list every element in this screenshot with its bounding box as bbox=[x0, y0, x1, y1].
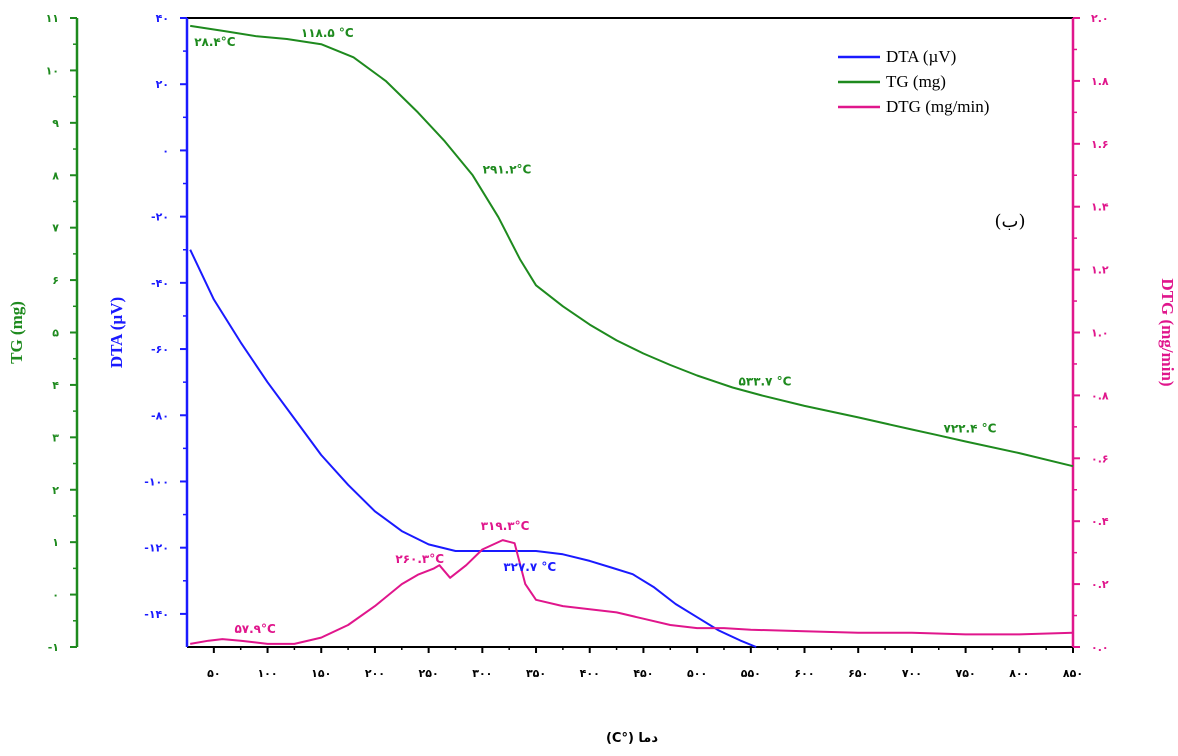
dtg-tick-label: ۰.۲ bbox=[1091, 578, 1109, 591]
x-tick-label: ۴۵۰ bbox=[633, 667, 653, 680]
x-tick-label: ۷۰۰ bbox=[902, 667, 922, 680]
dtg-tick-label: ۱.۲ bbox=[1091, 264, 1109, 277]
dta-tick-label: -۲۰ bbox=[151, 211, 169, 224]
data-annotation: ۷۲۲.۴ °C bbox=[944, 422, 997, 436]
panel-label: (ب) bbox=[994, 211, 1025, 232]
tg-tick-label: ۱ bbox=[52, 536, 59, 549]
dtg-tick-label: ۱.۰ bbox=[1091, 327, 1109, 340]
tg-tick-label: ۵ bbox=[52, 327, 59, 340]
legend: DTA (µV) TG (mg) DTG (mg/min) bbox=[838, 47, 989, 116]
x-tick-label: ۱۰۰ bbox=[257, 667, 277, 680]
dtg-tick-label: ۲.۰ bbox=[1091, 12, 1109, 25]
legend-entry-label: DTA (µV) bbox=[886, 47, 956, 66]
tg-tick-label: ۹ bbox=[52, 117, 59, 130]
dta-tick-label: -۱۲۰ bbox=[144, 542, 169, 555]
data-annotation: ۵۷.۹°C bbox=[234, 622, 276, 636]
dtg-tick-label: ۱.۴ bbox=[1091, 201, 1109, 214]
data-annotation: ۳۲۷.۷ °C bbox=[503, 560, 556, 574]
data-annotation: ۲۶۰.۳°C bbox=[395, 552, 444, 566]
dtg-tick-label: ۰.۴ bbox=[1091, 515, 1109, 528]
tg-tick-label: ۰ bbox=[52, 589, 59, 602]
y-axis-title-tg: TG (mg) bbox=[7, 301, 26, 364]
tg-tick-label: ۱۱ bbox=[46, 12, 59, 25]
dta-tick-label: -۴۰ bbox=[151, 277, 169, 290]
dtg-tick-label: ۱.۶ bbox=[1091, 138, 1109, 151]
x-tick-label: ۷۵۰ bbox=[956, 667, 976, 680]
tg-tick-label: ۲ bbox=[52, 484, 59, 497]
tg-tick-label: ۷ bbox=[52, 222, 59, 235]
dtg-tick-label: ۰.۰ bbox=[1091, 641, 1109, 654]
x-tick-label: ۶۵۰ bbox=[848, 667, 868, 680]
dta-tick-label: -۱۴۰ bbox=[144, 608, 169, 621]
dta-tick-label: -۱۰۰ bbox=[144, 475, 169, 488]
dta-tick-label: ۰ bbox=[162, 144, 169, 157]
dtg-tick-label: ۱.۸ bbox=[1091, 75, 1109, 88]
data-annotation: ۲۸.۴°C bbox=[194, 35, 236, 49]
annotation-layer: ۲۸.۴°C ۱۱۸.۵ °C ۲۹۱.۲°C ۵۳۳.۷ °C ۷۲۲.۴ °C ۳۲۷… bbox=[194, 26, 996, 636]
x-tick-label: ۵۵۰ bbox=[741, 667, 761, 680]
x-axis-title: دما (°C) bbox=[606, 731, 658, 746]
dta-tick-label: -۶۰ bbox=[151, 343, 169, 356]
dta-tick-label: ۴۰ bbox=[156, 12, 169, 25]
data-annotation: ۱۱۸.۵ °C bbox=[301, 26, 354, 40]
x-tick-label: ۳۵۰ bbox=[526, 667, 546, 680]
tg-series-line bbox=[190, 24, 1074, 468]
legend-entry-label: DTG (mg/min) bbox=[886, 97, 989, 116]
dta-tick-label: -۸۰ bbox=[151, 409, 169, 422]
x-tick-label: ۳۰۰ bbox=[472, 667, 492, 680]
dtg-tick-label: ۰.۸ bbox=[1091, 389, 1109, 402]
x-tick-label: ۵۰ bbox=[207, 667, 220, 680]
tg-tick-label: ۴ bbox=[52, 379, 59, 392]
series-layer bbox=[189, 24, 1074, 648]
y-axis-title-dtg: DTG (mg/min) bbox=[1158, 278, 1177, 386]
axes-layer: ۵۰ ۱۰۰ ۱۵۰ ۲۰۰ ۲۵۰ ۳۰۰ ۳۵۰ ۴۰۰ ۴۵۰ ۵۰۰ ۵۵۰ ۶۰۰ ۶۵۰ ۷۰… bbox=[7, 12, 1177, 680]
dta-series-line bbox=[189, 249, 757, 648]
tg-tick-label: ۱۰ bbox=[46, 64, 59, 77]
tg-tick-label: ۸ bbox=[52, 169, 59, 182]
data-annotation: ۵۳۳.۷ °C bbox=[739, 375, 792, 389]
x-tick-label: ۸۵۰ bbox=[1063, 667, 1083, 680]
y-axis-title-dta: DTA (µV) bbox=[107, 297, 126, 368]
x-tick-label: ۴۰۰ bbox=[580, 667, 600, 680]
x-tick-label: ۲۰۰ bbox=[365, 667, 385, 680]
x-tick-label: ۲۵۰ bbox=[419, 667, 439, 680]
x-tick-label: ۱۵۰ bbox=[311, 667, 331, 680]
tg-tick-label: -۱ bbox=[48, 641, 59, 654]
x-tick-label: ۸۰۰ bbox=[1009, 667, 1029, 680]
tg-tick-label: ۶ bbox=[52, 274, 59, 287]
data-annotation: ۳۱۹.۳°C bbox=[481, 519, 530, 533]
tg-tick-label: ۳ bbox=[52, 431, 59, 444]
dtg-series-line bbox=[190, 539, 1074, 645]
dta-tick-label: ۲۰ bbox=[156, 78, 169, 91]
dtg-tick-label: ۰.۶ bbox=[1091, 452, 1109, 465]
legend-entry-label: TG (mg) bbox=[886, 72, 946, 91]
x-tick-label: ۵۰۰ bbox=[687, 667, 707, 680]
data-annotation: ۲۹۱.۲°C bbox=[483, 162, 532, 176]
x-tick-label: ۶۰۰ bbox=[794, 667, 814, 680]
